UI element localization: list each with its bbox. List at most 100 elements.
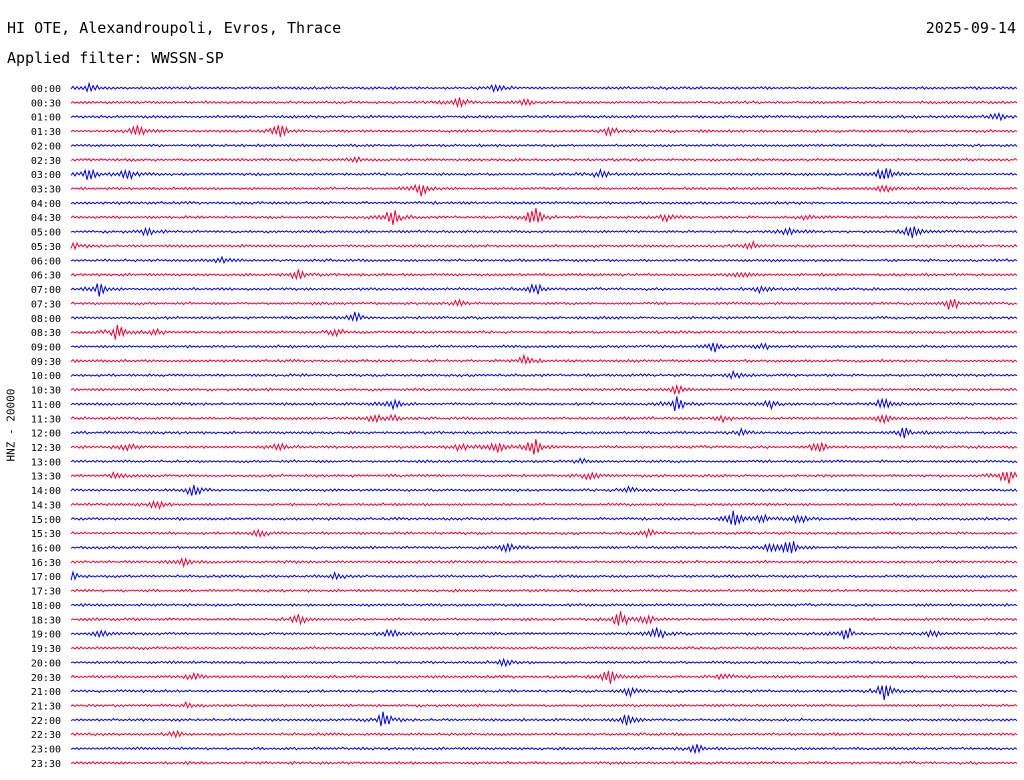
- trace-line: [70, 541, 1018, 554]
- trace-line: [70, 711, 1018, 727]
- trace-line: [70, 255, 1018, 265]
- trace-line: [70, 155, 1018, 164]
- trace-line: [70, 369, 1018, 380]
- row-time-label: 16:00: [31, 544, 61, 555]
- row-time-label: 07:00: [31, 285, 61, 296]
- trace-line: [70, 97, 1018, 109]
- row-time-label: 04:00: [31, 199, 61, 210]
- trace-line: [70, 383, 1018, 396]
- trace-line: [70, 760, 1018, 766]
- row-time-label: 03:00: [31, 170, 61, 181]
- row-time-label: 23:30: [31, 759, 61, 770]
- row-time-label: 19:00: [31, 630, 61, 641]
- row-time-label: 20:00: [31, 658, 61, 669]
- row-time-label: 17:30: [31, 587, 61, 598]
- trace-line: [70, 457, 1018, 465]
- row-time-label: 02:00: [31, 141, 61, 152]
- row-time-label: 22:00: [31, 716, 61, 727]
- row-time-label: 05:00: [31, 228, 61, 239]
- trace-line: [70, 684, 1018, 701]
- station-title: HI OTE, Alexandroupoli, Evros, Thrace: [7, 19, 342, 37]
- row-time-label: 09:30: [31, 357, 61, 368]
- trace-line: [70, 413, 1018, 425]
- row-time-label: 20:30: [31, 673, 61, 684]
- row-time-label: 07:30: [31, 299, 61, 310]
- row-time-label: 10:00: [31, 371, 61, 382]
- row-time-label: 15:30: [31, 529, 61, 540]
- trace-line: [70, 657, 1018, 668]
- row-time-label: 08:00: [31, 314, 61, 325]
- row-time-label: 08:30: [31, 328, 61, 339]
- trace-line: [70, 183, 1018, 197]
- trace-line: [70, 311, 1018, 323]
- row-time-label: 22:30: [31, 730, 61, 741]
- row-time-label: 00:30: [31, 98, 61, 109]
- trace-line: [70, 470, 1018, 484]
- trace-line: [70, 125, 1018, 138]
- trace-line: [70, 570, 1018, 581]
- row-time-label: 05:30: [31, 242, 61, 253]
- row-time-label: 09:00: [31, 342, 61, 353]
- trace-line: [70, 269, 1018, 281]
- row-time-label: 11:30: [31, 414, 61, 425]
- trace-line: [70, 627, 1018, 640]
- row-time-label: 21:00: [31, 687, 61, 698]
- trace-line: [70, 510, 1018, 526]
- row-time-label: 14:00: [31, 486, 61, 497]
- row-time-label: 00:00: [31, 84, 61, 95]
- row-time-label: 12:00: [31, 429, 61, 440]
- row-time-label: 11:00: [31, 400, 61, 411]
- trace-line: [70, 207, 1018, 226]
- date-label: 2025-09-14: [925, 19, 1016, 37]
- row-time-label: 02:30: [31, 156, 61, 167]
- trace-line: [70, 499, 1018, 511]
- row-time-label: 14:30: [31, 500, 61, 511]
- trace-line: [70, 439, 1018, 455]
- trace-line: [70, 611, 1018, 626]
- trace-line: [70, 298, 1018, 310]
- trace-line: [70, 143, 1018, 148]
- trace-line: [70, 282, 1018, 297]
- row-time-label: 19:30: [31, 644, 61, 655]
- trace-line: [70, 700, 1018, 709]
- row-time-label: 13:30: [31, 472, 61, 483]
- row-time-label: 01:00: [31, 113, 61, 124]
- trace-line: [70, 729, 1018, 739]
- row-time-label: 23:00: [31, 745, 61, 756]
- trace-line: [70, 111, 1018, 122]
- trace-line: [70, 240, 1018, 251]
- trace-line: [70, 81, 1018, 94]
- trace-line: [70, 744, 1018, 755]
- row-time-label: 15:00: [31, 515, 61, 526]
- row-time-label: 13:00: [31, 457, 61, 468]
- trace-line: [70, 557, 1018, 569]
- trace-line: [70, 324, 1018, 340]
- row-time-label: 03:30: [31, 185, 61, 196]
- trace-line: [70, 527, 1018, 539]
- row-time-label: 17:00: [31, 572, 61, 583]
- filter-label: Applied filter: WWSSN-SP: [7, 49, 224, 67]
- row-time-label: 06:00: [31, 256, 61, 267]
- row-time-label: 06:30: [31, 271, 61, 282]
- row-time-label: 18:30: [31, 615, 61, 626]
- row-time-label: 16:30: [31, 558, 61, 569]
- trace-line: [70, 342, 1018, 353]
- row-time-label: 21:30: [31, 701, 61, 712]
- row-time-label: 18:00: [31, 601, 61, 612]
- row-time-label: 04:30: [31, 213, 61, 224]
- trace-line: [70, 167, 1018, 181]
- trace-line: [70, 225, 1018, 238]
- trace-line: [70, 353, 1018, 366]
- row-time-label: 12:30: [31, 443, 61, 454]
- trace-line: [70, 427, 1018, 439]
- trace-line: [70, 588, 1018, 593]
- trace-line: [70, 396, 1018, 412]
- row-time-label: 01:30: [31, 127, 61, 138]
- trace-line: [70, 602, 1018, 608]
- trace-line: [70, 645, 1018, 651]
- trace-line: [70, 670, 1018, 684]
- trace-line: [70, 484, 1018, 496]
- row-time-label: 10:30: [31, 386, 61, 397]
- trace-line: [70, 200, 1018, 206]
